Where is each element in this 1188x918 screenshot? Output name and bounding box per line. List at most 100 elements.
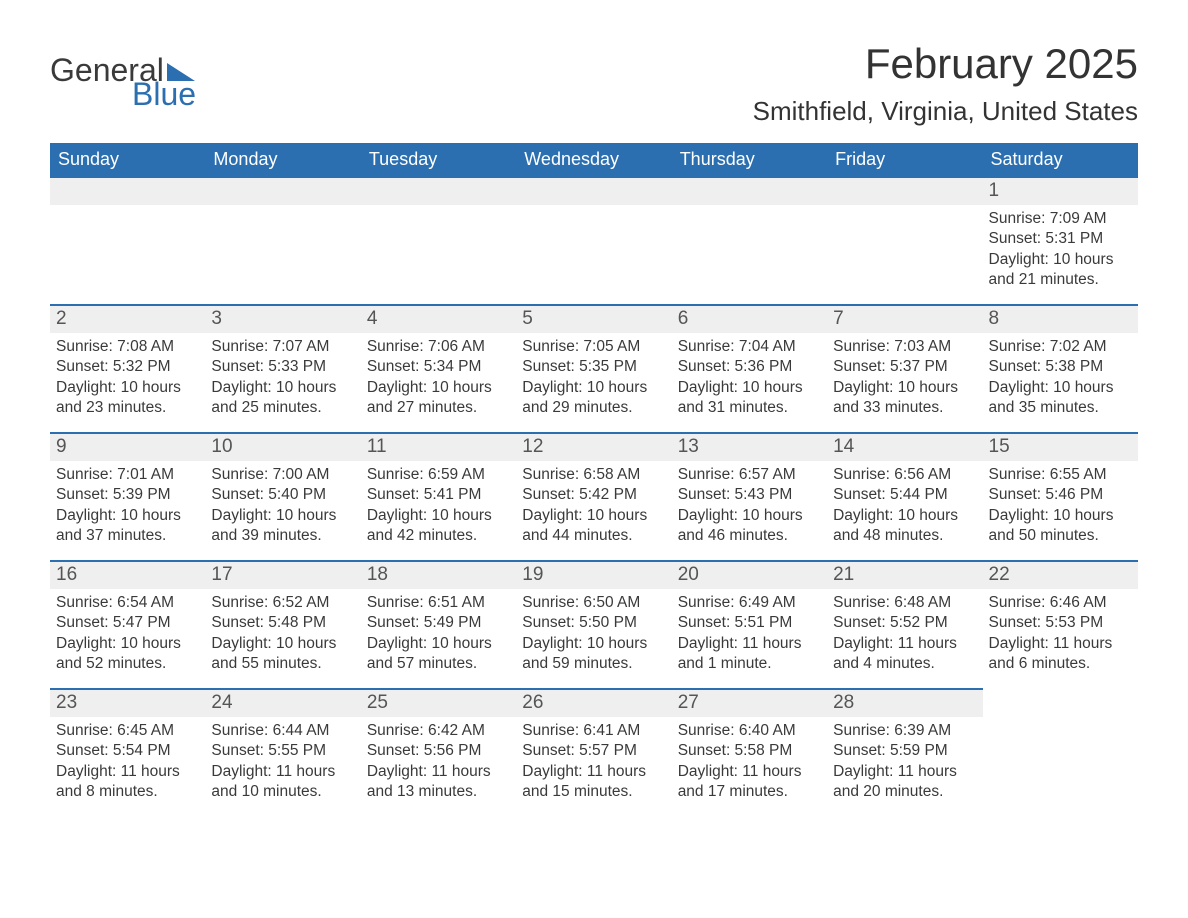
sunrise-text: Sunrise: 7:04 AM	[678, 337, 821, 357]
calendar-cell: 8Sunrise: 7:02 AMSunset: 5:38 PMDaylight…	[983, 304, 1138, 432]
daylight-text: Daylight: 11 hours and 6 minutes.	[989, 634, 1132, 675]
day-number	[516, 178, 671, 205]
sunset-text: Sunset: 5:57 PM	[522, 741, 665, 761]
sunrise-text: Sunrise: 6:41 AM	[522, 721, 665, 741]
calendar-cell: 1Sunrise: 7:09 AMSunset: 5:31 PMDaylight…	[983, 176, 1138, 304]
day-number: 6	[672, 306, 827, 333]
sunrise-text: Sunrise: 6:57 AM	[678, 465, 821, 485]
daylight-text: Daylight: 10 hours and 29 minutes.	[522, 378, 665, 419]
location: Smithfield, Virginia, United States	[753, 96, 1138, 127]
day-number-row: 20	[672, 560, 827, 589]
day-number: 23	[50, 690, 205, 717]
calendar-cell	[516, 176, 671, 304]
sunset-text: Sunset: 5:44 PM	[833, 485, 976, 505]
sunset-text: Sunset: 5:49 PM	[367, 613, 510, 633]
day-content: Sunrise: 6:41 AMSunset: 5:57 PMDaylight:…	[516, 717, 671, 809]
sunrise-text: Sunrise: 6:45 AM	[56, 721, 199, 741]
day-content: Sunrise: 7:03 AMSunset: 5:37 PMDaylight:…	[827, 333, 982, 425]
day-number: 26	[516, 690, 671, 717]
sunset-text: Sunset: 5:43 PM	[678, 485, 821, 505]
daylight-text: Daylight: 10 hours and 27 minutes.	[367, 378, 510, 419]
daylight-text: Daylight: 10 hours and 23 minutes.	[56, 378, 199, 419]
day-number: 24	[205, 690, 360, 717]
sunset-text: Sunset: 5:32 PM	[56, 357, 199, 377]
daylight-text: Daylight: 10 hours and 44 minutes.	[522, 506, 665, 547]
calendar-cell: 26Sunrise: 6:41 AMSunset: 5:57 PMDayligh…	[516, 688, 671, 816]
daylight-text: Daylight: 11 hours and 15 minutes.	[522, 762, 665, 803]
sunrise-text: Sunrise: 6:48 AM	[833, 593, 976, 613]
sunrise-text: Sunrise: 7:02 AM	[989, 337, 1132, 357]
day-content: Sunrise: 6:42 AMSunset: 5:56 PMDaylight:…	[361, 717, 516, 809]
calendar-cell: 23Sunrise: 6:45 AMSunset: 5:54 PMDayligh…	[50, 688, 205, 816]
day-number: 1	[983, 178, 1138, 205]
sunset-text: Sunset: 5:37 PM	[833, 357, 976, 377]
calendar-cell	[827, 176, 982, 304]
day-number	[827, 178, 982, 205]
calendar-row: 1Sunrise: 7:09 AMSunset: 5:31 PMDaylight…	[50, 176, 1138, 304]
sunrise-text: Sunrise: 6:40 AM	[678, 721, 821, 741]
day-number: 10	[205, 434, 360, 461]
sunrise-text: Sunrise: 6:51 AM	[367, 593, 510, 613]
day-number-row: 21	[827, 560, 982, 589]
calendar-cell: 11Sunrise: 6:59 AMSunset: 5:41 PMDayligh…	[361, 432, 516, 560]
day-number: 28	[827, 690, 982, 717]
sunset-text: Sunset: 5:55 PM	[211, 741, 354, 761]
calendar-cell: 4Sunrise: 7:06 AMSunset: 5:34 PMDaylight…	[361, 304, 516, 432]
sunset-text: Sunset: 5:56 PM	[367, 741, 510, 761]
day-content: Sunrise: 7:05 AMSunset: 5:35 PMDaylight:…	[516, 333, 671, 425]
weekday-header: Thursday	[672, 143, 827, 176]
day-number-row	[516, 176, 671, 205]
sunrise-text: Sunrise: 6:54 AM	[56, 593, 199, 613]
sunset-text: Sunset: 5:47 PM	[56, 613, 199, 633]
day-number: 25	[361, 690, 516, 717]
day-content: Sunrise: 7:09 AMSunset: 5:31 PMDaylight:…	[983, 205, 1138, 297]
daylight-text: Daylight: 10 hours and 39 minutes.	[211, 506, 354, 547]
sunset-text: Sunset: 5:40 PM	[211, 485, 354, 505]
daylight-text: Daylight: 11 hours and 10 minutes.	[211, 762, 354, 803]
sunset-text: Sunset: 5:35 PM	[522, 357, 665, 377]
day-number: 15	[983, 434, 1138, 461]
daylight-text: Daylight: 10 hours and 35 minutes.	[989, 378, 1132, 419]
sunrise-text: Sunrise: 7:00 AM	[211, 465, 354, 485]
day-content: Sunrise: 7:01 AMSunset: 5:39 PMDaylight:…	[50, 461, 205, 553]
sunset-text: Sunset: 5:34 PM	[367, 357, 510, 377]
calendar-cell	[361, 176, 516, 304]
day-number	[983, 688, 1138, 715]
weekday-header: Sunday	[50, 143, 205, 176]
day-number-row: 22	[983, 560, 1138, 589]
sunset-text: Sunset: 5:38 PM	[989, 357, 1132, 377]
sunset-text: Sunset: 5:31 PM	[989, 229, 1132, 249]
sunset-text: Sunset: 5:59 PM	[833, 741, 976, 761]
day-content: Sunrise: 7:02 AMSunset: 5:38 PMDaylight:…	[983, 333, 1138, 425]
header: General Blue February 2025 Smithfield, V…	[50, 40, 1138, 133]
day-number: 16	[50, 562, 205, 589]
day-number-row: 2	[50, 304, 205, 333]
day-number-row: 28	[827, 688, 982, 717]
day-number-row: 8	[983, 304, 1138, 333]
sunset-text: Sunset: 5:42 PM	[522, 485, 665, 505]
sunrise-text: Sunrise: 6:55 AM	[989, 465, 1132, 485]
day-number: 17	[205, 562, 360, 589]
day-number: 22	[983, 562, 1138, 589]
daylight-text: Daylight: 10 hours and 48 minutes.	[833, 506, 976, 547]
day-content: Sunrise: 6:40 AMSunset: 5:58 PMDaylight:…	[672, 717, 827, 809]
day-content: Sunrise: 6:46 AMSunset: 5:53 PMDaylight:…	[983, 589, 1138, 681]
day-number-row: 23	[50, 688, 205, 717]
day-number-row: 26	[516, 688, 671, 717]
day-content: Sunrise: 6:48 AMSunset: 5:52 PMDaylight:…	[827, 589, 982, 681]
calendar-cell	[205, 176, 360, 304]
day-number: 27	[672, 690, 827, 717]
sunrise-text: Sunrise: 6:50 AM	[522, 593, 665, 613]
calendar-cell: 9Sunrise: 7:01 AMSunset: 5:39 PMDaylight…	[50, 432, 205, 560]
calendar-cell: 5Sunrise: 7:05 AMSunset: 5:35 PMDaylight…	[516, 304, 671, 432]
sunrise-text: Sunrise: 6:44 AM	[211, 721, 354, 741]
calendar-cell: 18Sunrise: 6:51 AMSunset: 5:49 PMDayligh…	[361, 560, 516, 688]
day-number: 7	[827, 306, 982, 333]
day-content: Sunrise: 6:59 AMSunset: 5:41 PMDaylight:…	[361, 461, 516, 553]
daylight-text: Daylight: 10 hours and 46 minutes.	[678, 506, 821, 547]
day-number: 3	[205, 306, 360, 333]
calendar-cell: 21Sunrise: 6:48 AMSunset: 5:52 PMDayligh…	[827, 560, 982, 688]
day-number-row: 15	[983, 432, 1138, 461]
day-number-row: 19	[516, 560, 671, 589]
sunrise-text: Sunrise: 7:09 AM	[989, 209, 1132, 229]
